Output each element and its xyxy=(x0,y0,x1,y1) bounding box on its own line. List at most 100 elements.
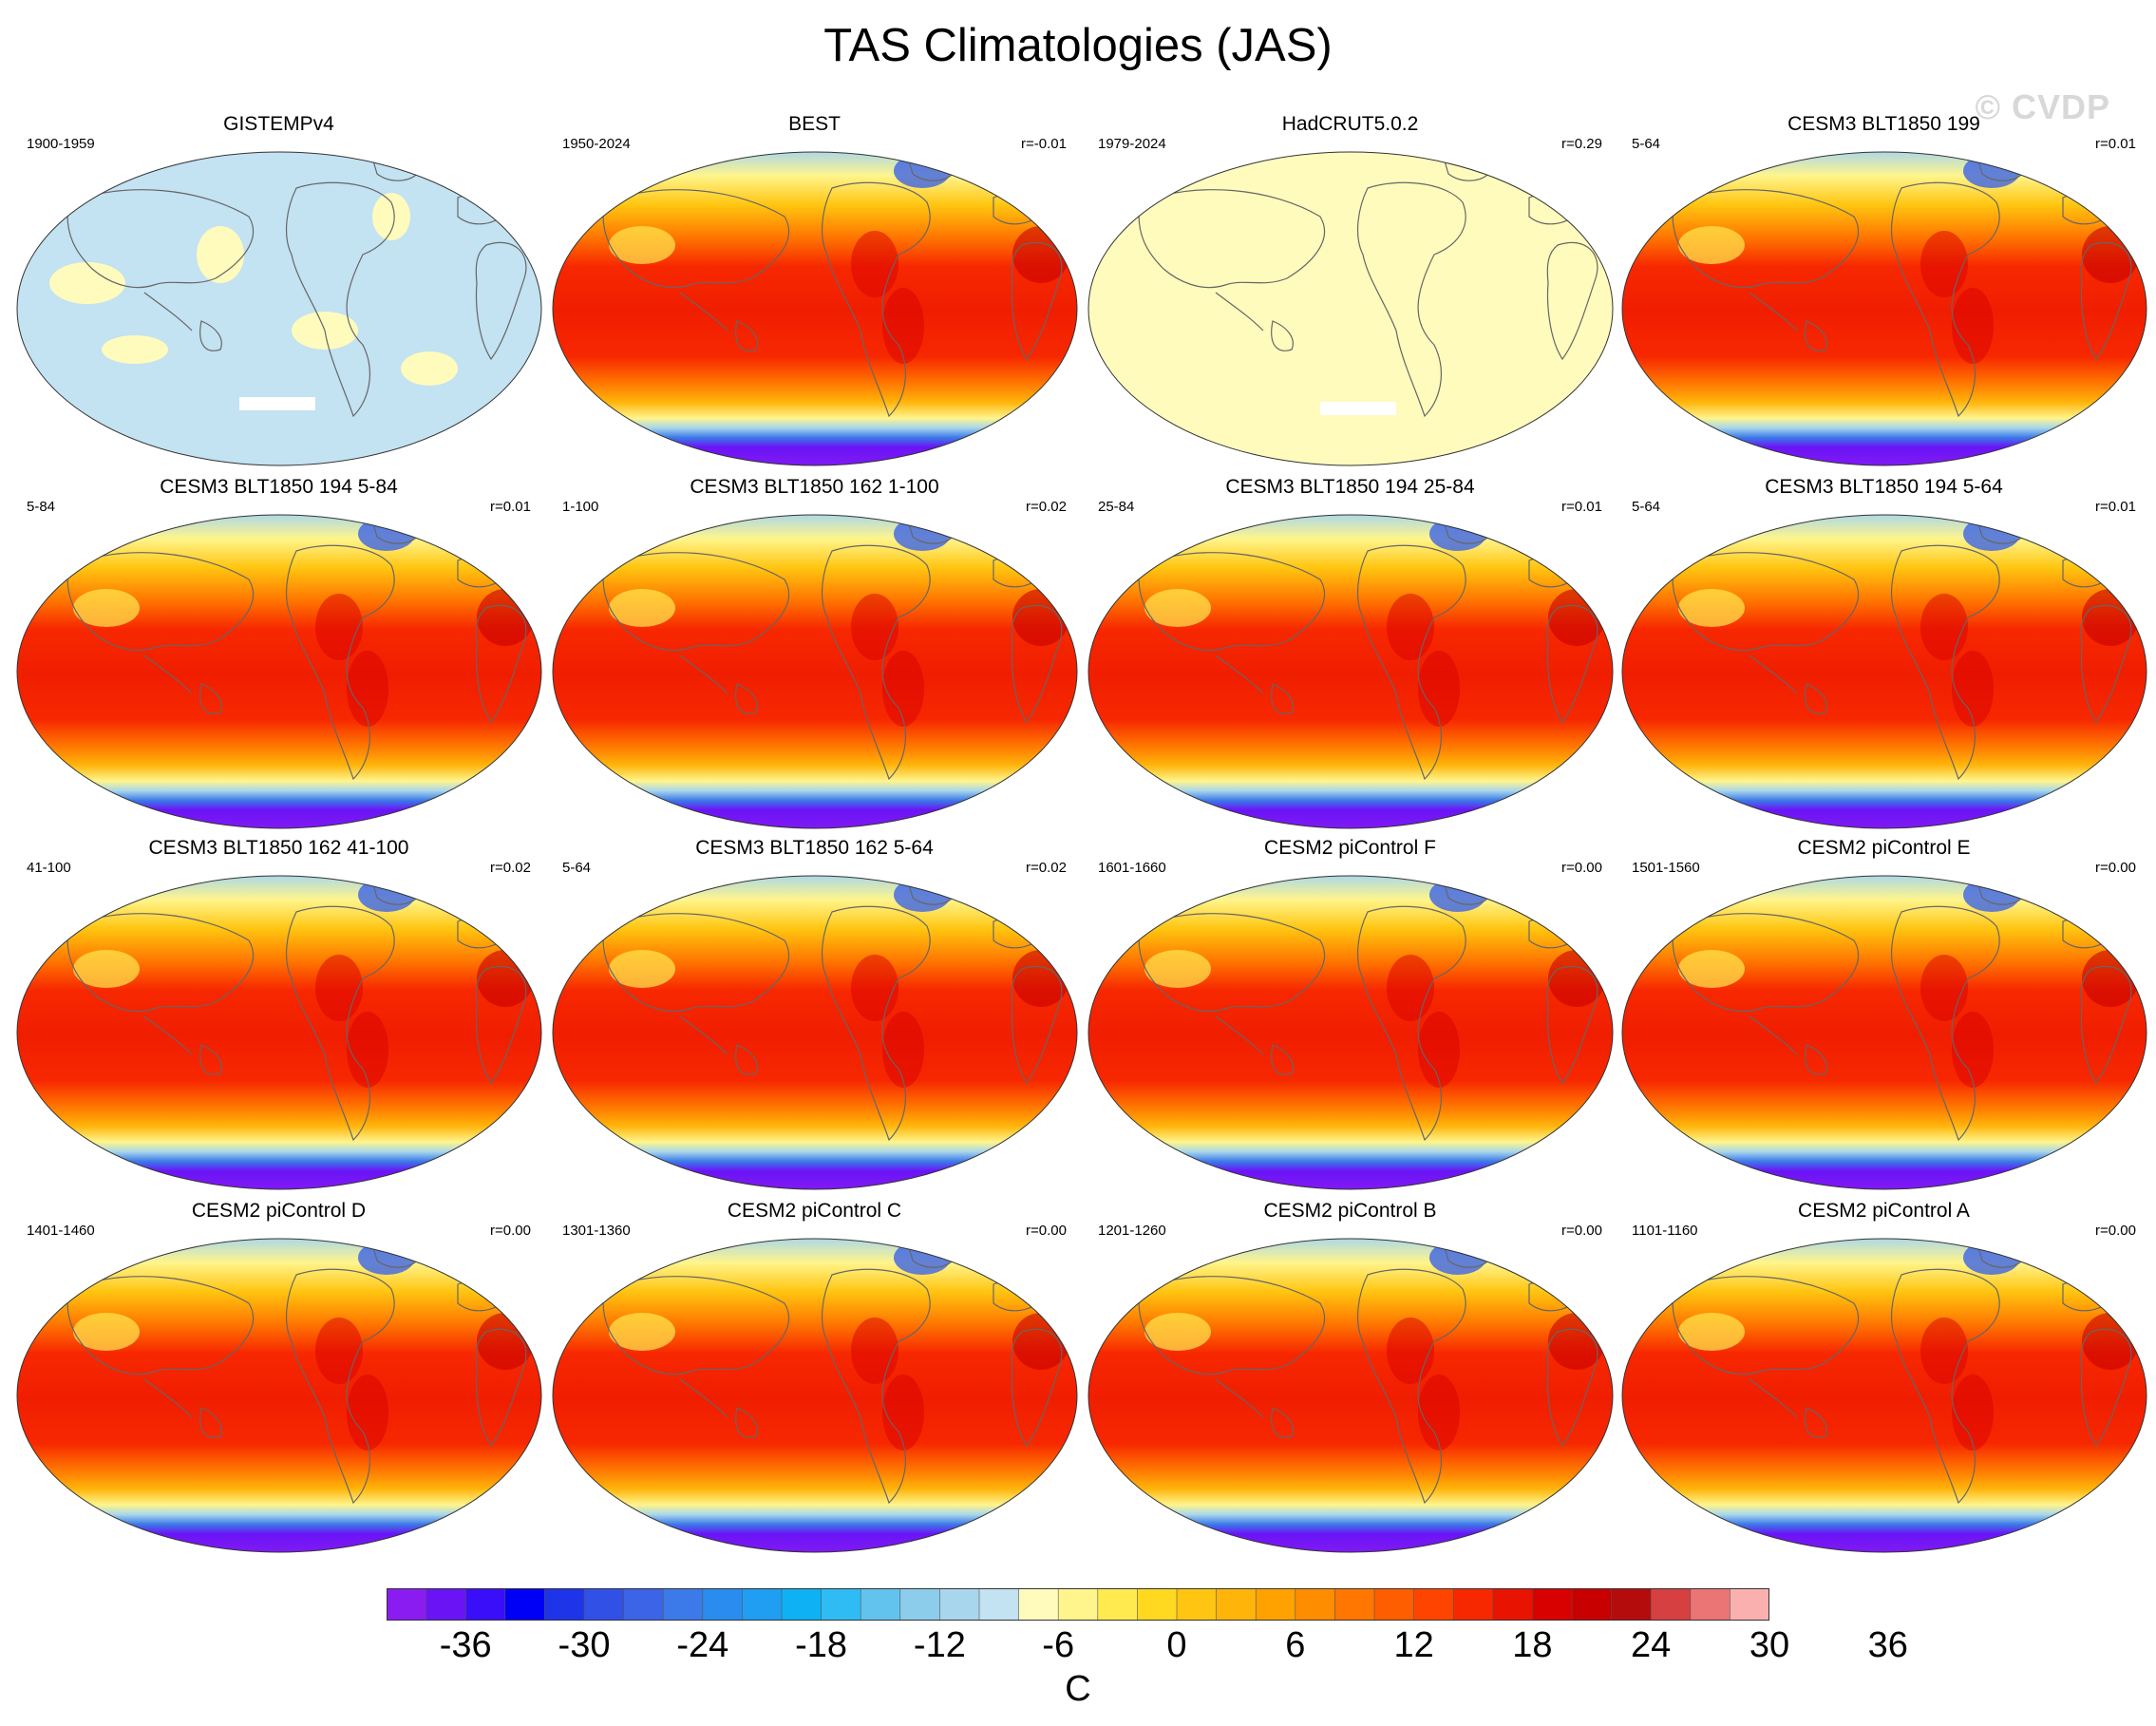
panel-title: CESM2 piControl E xyxy=(1797,837,1971,859)
panel-title: HadCRUT5.0.2 xyxy=(1281,113,1419,135)
map-panel: CESM2 piControl B 1201-1260 r=0.00 xyxy=(1083,1199,1617,1560)
map-plot xyxy=(552,151,1078,466)
panel-title: CESM3 BLT1850 162 5-64 xyxy=(695,837,934,859)
panel-title: CESM3 BLT1850 162 1-100 xyxy=(690,476,939,498)
panel-correlation: r=0.00 xyxy=(1026,1223,1067,1239)
panel-period: 41-100 xyxy=(27,860,71,876)
colorbar-swatch xyxy=(1216,1588,1257,1621)
colorbar-swatch xyxy=(663,1588,704,1621)
cvdp-watermark: © CVDP xyxy=(1975,87,2110,126)
colorbar-swatch xyxy=(1374,1588,1415,1621)
panel-title: BEST xyxy=(788,113,841,135)
map-panel: CESM2 piControl D 1401-1460 r=0.00 xyxy=(11,1199,546,1560)
map-panel: CESM2 piControl A 1101-1160 r=0.00 xyxy=(1617,1199,2151,1560)
colorbar-swatch xyxy=(504,1588,545,1621)
panel-period: 1501-1560 xyxy=(1632,860,1700,876)
panel-title: CESM2 piControl A xyxy=(1798,1200,1970,1222)
map-panel: CESM3 BLT1850 199 5-64 r=0.01 xyxy=(1617,112,2151,473)
map-panel: CESM3 BLT1850 162 5-64 5-64 r=0.02 xyxy=(547,836,1082,1197)
colorbar-swatch xyxy=(1611,1588,1652,1621)
map-plot xyxy=(552,514,1078,829)
colorbar-swatch xyxy=(1295,1588,1335,1621)
map-panel: CESM2 piControl E 1501-1560 r=0.00 xyxy=(1617,836,2151,1197)
colorbar-tick-label: -6 xyxy=(1042,1625,1075,1665)
colorbar-swatch xyxy=(979,1588,1020,1621)
panel-period: 1950-2024 xyxy=(562,136,631,152)
colorbar-tick-label: -30 xyxy=(558,1625,611,1665)
colorbar-swatch xyxy=(1690,1588,1730,1621)
map-panel: BEST 1950-2024 r=-0.01 xyxy=(547,112,1082,473)
panel-title: CESM3 BLT1850 194 25-84 xyxy=(1225,476,1475,498)
panel-period: 1979-2024 xyxy=(1098,136,1166,152)
colorbar-swatch xyxy=(1492,1588,1533,1621)
colorbar-swatch xyxy=(1058,1588,1099,1621)
map-plot xyxy=(16,875,542,1190)
colorbar-swatch xyxy=(1097,1588,1138,1621)
map-plot xyxy=(16,151,542,466)
panel-correlation: r=0.00 xyxy=(2095,1223,2136,1239)
map-plot xyxy=(1621,1238,2147,1553)
panel-period: 1401-1460 xyxy=(27,1223,95,1239)
colorbar-swatch xyxy=(1453,1588,1494,1621)
panel-correlation: r=0.01 xyxy=(2095,499,2136,515)
map-panel: CESM3 BLT1850 194 5-84 5-84 r=0.01 xyxy=(11,475,546,836)
panel-correlation: r=0.00 xyxy=(2095,860,2136,876)
map-panel: CESM2 piControl C 1301-1360 r=0.00 xyxy=(547,1199,1082,1560)
panel-period: 5-64 xyxy=(562,860,592,876)
panel-title: CESM3 BLT1850 199 xyxy=(1787,113,1980,135)
map-plot xyxy=(1087,875,1614,1190)
colorbar-units: C xyxy=(1065,1669,1091,1709)
colorbar xyxy=(387,1588,1769,1621)
colorbar-swatch xyxy=(1137,1588,1178,1621)
panel-period: 1601-1660 xyxy=(1098,860,1166,876)
panel-correlation: r=0.00 xyxy=(1561,1223,1602,1239)
colorbar-tick-label: -24 xyxy=(676,1625,729,1665)
colorbar-swatch xyxy=(1651,1588,1692,1621)
panel-period: 5-84 xyxy=(27,499,56,515)
colorbar-swatch xyxy=(702,1588,743,1621)
map-panel: CESM3 BLT1850 162 1-100 1-100 r=0.02 xyxy=(547,475,1082,836)
colorbar-swatch xyxy=(782,1588,823,1621)
colorbar-swatch xyxy=(1256,1588,1296,1621)
colorbar-tick-label: 18 xyxy=(1512,1625,1553,1665)
map-plot xyxy=(1621,875,2147,1190)
colorbar-tick-label: 12 xyxy=(1393,1625,1434,1665)
colorbar-swatch xyxy=(426,1588,466,1621)
map-panel: HadCRUT5.0.2 1979-2024 r=0.29 xyxy=(1083,112,1617,473)
colorbar-tick-label: 24 xyxy=(1631,1625,1672,1665)
colorbar-tick-label: -36 xyxy=(439,1625,492,1665)
colorbar-swatch xyxy=(623,1588,664,1621)
figure-title: TAS Climatologies (JAS) xyxy=(823,20,1333,71)
colorbar-tick-label: 36 xyxy=(1867,1625,1908,1665)
colorbar-swatch xyxy=(1572,1588,1613,1621)
panel-period: 1900-1959 xyxy=(27,136,95,152)
map-panel: CESM3 BLT1850 162 41-100 41-100 r=0.02 xyxy=(11,836,546,1197)
colorbar-tick-label: -12 xyxy=(913,1625,966,1665)
colorbar-tick-label: 6 xyxy=(1285,1625,1306,1665)
panel-title: CESM3 BLT1850 194 5-64 xyxy=(1765,476,2003,498)
colorbar-swatch xyxy=(1730,1588,1769,1621)
panel-correlation: r=-0.01 xyxy=(1021,136,1067,152)
panel-period: 1301-1360 xyxy=(562,1223,631,1239)
colorbar-swatch xyxy=(899,1588,940,1621)
map-plot xyxy=(1621,514,2147,829)
panel-period: 5-64 xyxy=(1632,499,1661,515)
colorbar-tick-label: 30 xyxy=(1749,1625,1790,1665)
panel-title: CESM2 piControl B xyxy=(1263,1200,1437,1222)
colorbar-tick-label: -18 xyxy=(795,1625,848,1665)
panel-correlation: r=0.00 xyxy=(490,1223,531,1239)
panel-period: 5-64 xyxy=(1632,136,1661,152)
colorbar-swatch xyxy=(742,1588,783,1621)
panel-title: CESM2 piControl D xyxy=(191,1200,367,1222)
map-plot xyxy=(1087,151,1614,466)
panel-period: 1201-1260 xyxy=(1098,1223,1166,1239)
panel-title: CESM2 piControl F xyxy=(1264,837,1436,859)
colorbar-swatch xyxy=(1532,1588,1573,1621)
map-plot xyxy=(16,514,542,829)
colorbar-swatch xyxy=(861,1588,901,1621)
map-panel: CESM2 piControl F 1601-1660 r=0.00 xyxy=(1083,836,1617,1197)
map-plot xyxy=(16,1238,542,1553)
map-plot xyxy=(1087,1238,1614,1553)
colorbar-swatch xyxy=(465,1588,506,1621)
map-panel: CESM3 BLT1850 194 25-84 25-84 r=0.01 xyxy=(1083,475,1617,836)
